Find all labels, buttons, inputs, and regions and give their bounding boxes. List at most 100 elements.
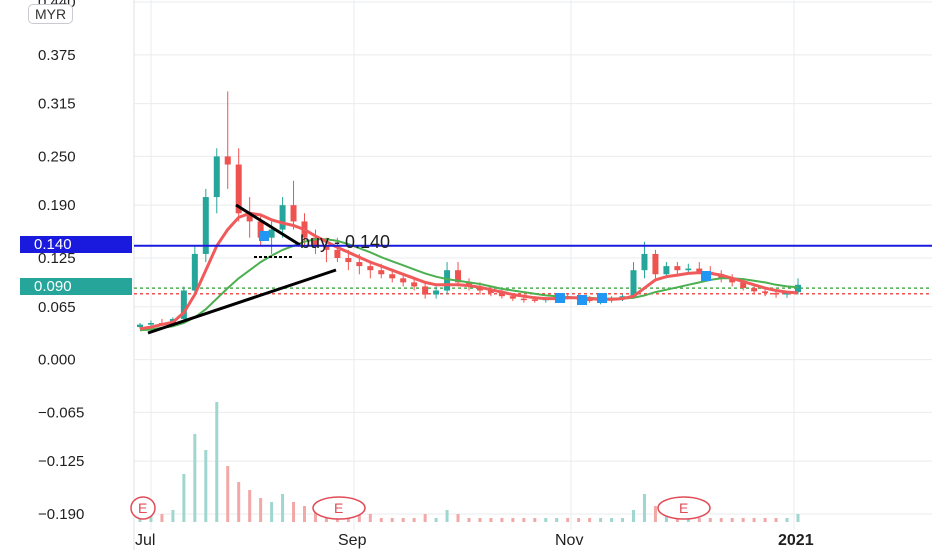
candle-body <box>356 262 363 267</box>
candle-body <box>290 205 297 222</box>
candle-body <box>520 298 527 301</box>
candle-body <box>773 292 780 295</box>
moving-averages <box>139 211 799 332</box>
volume-bar <box>621 518 625 522</box>
earnings-marker[interactable] <box>130 496 156 520</box>
candle-body <box>246 213 253 222</box>
candle-body <box>411 282 418 287</box>
x-axis: Jul Sep Nov 2021 <box>135 532 814 549</box>
y-tick-label: 0.375 <box>38 47 76 64</box>
x-tick-label: Jul <box>135 532 155 549</box>
y-tick-label: 0.000 <box>38 352 76 369</box>
candle-body <box>224 156 231 165</box>
candle-body <box>487 290 494 293</box>
volume-bar <box>379 518 383 522</box>
candle-body <box>367 266 374 271</box>
ma-slow-line <box>139 238 799 332</box>
y-axis: 0.4400.3750.3150.2500.1900.1250.0650.000… <box>38 0 84 523</box>
earnings-marker-label: E <box>334 500 343 516</box>
signal-marker <box>597 293 607 303</box>
candle-body <box>257 221 264 238</box>
volume-bar <box>566 518 570 522</box>
volume-bar <box>401 518 405 522</box>
last-price-tag: 0.090 <box>20 278 132 295</box>
candle-body <box>422 286 429 295</box>
candle-body <box>509 296 516 299</box>
trend-lines <box>147 203 337 335</box>
volume-bar <box>478 518 482 522</box>
volume-bar <box>610 518 614 522</box>
volume-bar <box>292 502 296 522</box>
volume-bar <box>577 518 581 522</box>
y-tick-label: −0.065 <box>38 404 84 421</box>
volume-bar <box>357 514 361 522</box>
volume-bar <box>226 466 230 522</box>
volume-bar <box>719 518 723 522</box>
volume-bar <box>423 514 427 522</box>
volume-bar <box>193 434 197 522</box>
earnings-marker[interactable] <box>657 496 711 520</box>
volume-bar <box>774 518 778 522</box>
y-tick-label: −0.125 <box>38 453 84 470</box>
volume-bar <box>248 490 252 522</box>
earnings-marker[interactable] <box>312 496 366 520</box>
volume-bar <box>763 518 767 522</box>
signal-marker <box>701 271 711 281</box>
buy-annotation: buy - 0.140 <box>300 232 390 252</box>
candle-body <box>652 253 659 275</box>
x-tick-label: Sep <box>338 532 367 549</box>
volume-bar <box>686 518 690 522</box>
candle-body <box>323 245 330 250</box>
volume-bar <box>533 518 537 522</box>
volume-bar <box>599 518 603 522</box>
candle-body <box>334 249 341 258</box>
volume-bar <box>697 518 701 522</box>
candle-body <box>630 270 637 297</box>
candle-body <box>751 288 758 292</box>
volume-bar <box>588 518 592 522</box>
signal-markers <box>259 231 711 305</box>
earnings-marker-label: E <box>138 500 147 516</box>
volume-bar <box>632 510 635 522</box>
volume-bar <box>270 502 274 522</box>
x-tick-label: Nov <box>555 532 583 549</box>
volume-bar <box>555 518 559 522</box>
candle-body <box>740 282 747 289</box>
currency-badge[interactable]: MYR <box>28 4 74 24</box>
candle-body <box>795 284 801 293</box>
candle-body <box>279 205 286 230</box>
volume-bar <box>313 510 317 522</box>
candle-body <box>531 299 538 301</box>
candle-body <box>641 253 648 271</box>
volume-bar <box>752 518 756 522</box>
candle-body <box>235 164 242 214</box>
buy-price-tag: 0.140 <box>20 236 132 253</box>
earnings-marker-label: E <box>679 500 688 516</box>
volume-bar <box>412 518 416 522</box>
signal-marker <box>577 295 587 305</box>
volume-bar <box>544 518 548 522</box>
volume-bar <box>708 518 712 522</box>
candle-body <box>389 274 396 279</box>
candle-body <box>685 268 692 271</box>
candle-body <box>180 290 187 319</box>
y-tick-label: 0.250 <box>38 148 76 165</box>
signal-marker <box>555 293 565 303</box>
trend-line-lower <box>147 268 337 335</box>
candle-body <box>762 291 769 293</box>
volume-bar <box>281 494 285 522</box>
candle-body <box>312 237 319 246</box>
volume-bar <box>642 494 646 522</box>
volume-bar <box>489 518 493 522</box>
candle-body <box>663 266 670 275</box>
volume-bar <box>500 518 504 522</box>
y-tick-label: 0.125 <box>38 250 76 267</box>
volume-bar <box>215 402 219 522</box>
candle-body <box>137 324 143 328</box>
candle-body <box>619 296 626 298</box>
volume-bar <box>653 506 657 522</box>
y-tick-label: −0.190 <box>38 506 84 523</box>
volume-bar <box>237 482 241 522</box>
